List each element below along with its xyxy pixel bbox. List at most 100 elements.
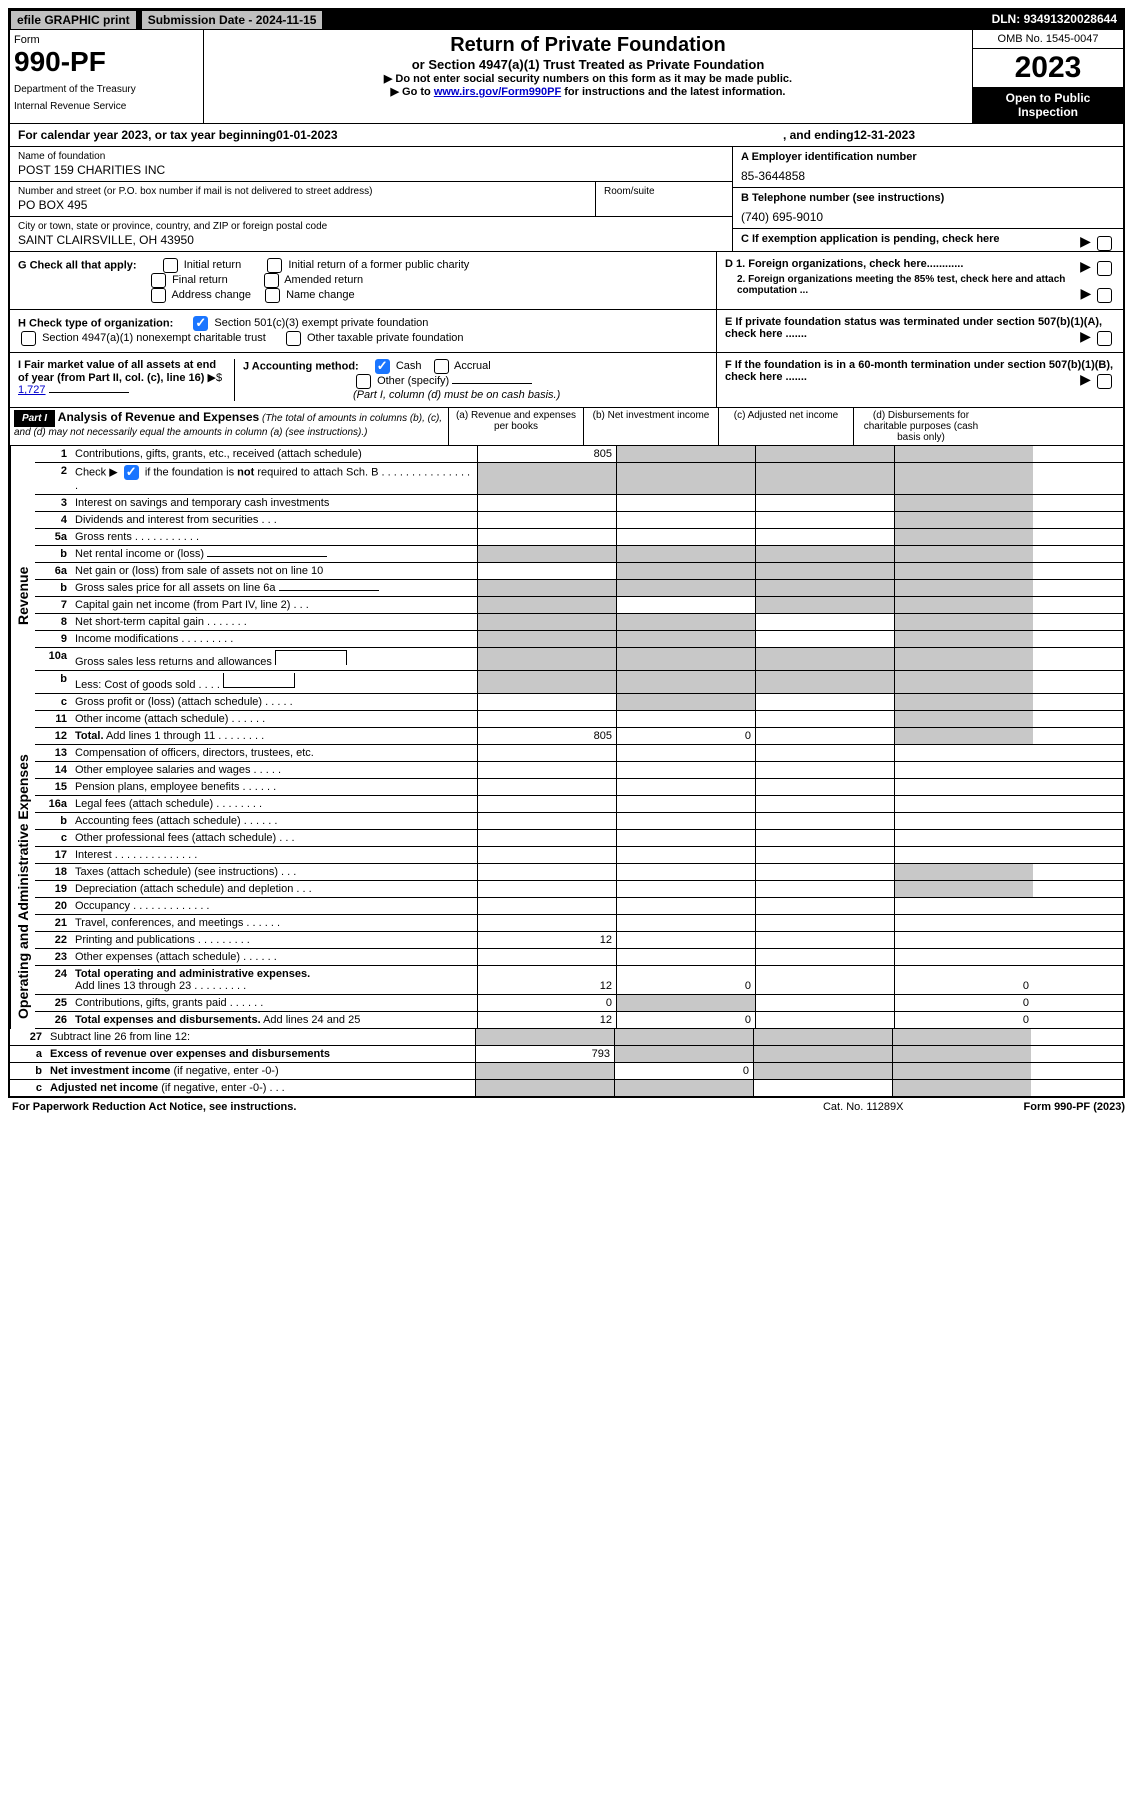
city-label: City or town, state or province, country… [18,221,724,232]
i-value[interactable]: 1,727 [18,384,46,396]
col-d-val [892,1080,1031,1096]
d-section: D 1. Foreign organizations, check here..… [716,252,1123,309]
col-c-val [755,546,894,562]
col-d-header: (d) Disbursements for charitable purpose… [853,408,988,445]
open-public-badge: Open to Public Inspection [973,87,1123,123]
address-change-checkbox[interactable] [151,288,166,303]
501c3-checkbox[interactable] [193,316,208,331]
col-c-val [755,463,894,494]
ln: b [16,1065,50,1077]
initial-return-checkbox[interactable] [163,258,178,273]
desc: Printing and publications . . . . . . . … [75,934,471,946]
col-a-val [477,512,616,528]
footer-right: Form 990-PF (2023) [1024,1101,1126,1113]
col-b-val [616,898,755,914]
cash-checkbox[interactable] [375,359,390,374]
col-c-val [755,1012,894,1028]
accrual-checkbox[interactable] [434,359,449,374]
col-b-val [616,512,755,528]
col-a-val: 12 [477,966,616,994]
cal-year-begin: 01-01-2023 [276,128,337,142]
info-right: A Employer identification number 85-3644… [732,147,1123,251]
col-c-val [753,1046,892,1062]
amended-return-label: Amended return [284,274,363,286]
final-return-checkbox[interactable] [151,273,166,288]
form-subtitle: or Section 4947(a)(1) Trust Treated as P… [208,57,968,72]
ln: 17 [41,849,75,861]
row-19: 19Depreciation (attach schedule) and dep… [35,881,1123,898]
col-c-val [755,881,894,897]
row-6b: bGross sales price for all assets on lin… [35,580,1123,597]
col-d-val [894,631,1033,647]
row-2: 2Check ▶ if the foundation is not requir… [35,463,1123,495]
name-change-checkbox[interactable] [265,288,280,303]
submission-date-label: Submission Date - [148,13,256,27]
col-a-val: 12 [477,1012,616,1028]
f-label: F If the foundation is in a 60-month ter… [725,359,1113,383]
initial-return-label: Initial return [184,259,241,271]
name-change-label: Name change [286,289,355,301]
col-d-val [894,512,1033,528]
arrow-icon: ▶ [1080,258,1091,274]
col-c-val [755,745,894,761]
ln: 16a [41,798,75,810]
row-27b: bNet investment income (if negative, ent… [10,1063,1123,1080]
col-b-val [616,830,755,846]
row-5a: 5aGross rents . . . . . . . . . . . [35,529,1123,546]
part1-title: Analysis of Revenue and Expenses [58,410,259,424]
col-d-val [894,648,1033,670]
irs-link[interactable]: www.irs.gov/Form990PF [434,86,561,98]
efile-print-button[interactable]: efile GRAPHIC print [10,10,137,30]
col-d-val: 0 [894,995,1033,1011]
col-c-val [755,847,894,863]
cash-label: Cash [396,360,422,372]
address-change-label: Address change [171,289,251,301]
ln: 5a [41,531,75,543]
col-b-val [616,711,755,727]
col-b-val [616,563,755,579]
col-d-val [894,495,1033,511]
col-a-val [475,1080,614,1096]
row-16b: bAccounting fees (attach schedule) . . .… [35,813,1123,830]
col-d-val [894,529,1033,545]
4947-checkbox[interactable] [21,331,36,346]
other-taxable-checkbox[interactable] [286,331,301,346]
accrual-label: Accrual [454,360,491,372]
col-d-val [894,915,1033,931]
h-label: H Check type of organization: [18,317,173,329]
col-b-val [616,463,755,494]
other-specify-checkbox[interactable] [356,374,371,389]
omb-number: OMB No. 1545-0047 [973,30,1123,49]
col-c-val [755,631,894,647]
f-checkbox[interactable] [1097,374,1112,389]
desc: Accounting fees (attach schedule) . . . … [75,815,471,827]
col-b-val: 0 [614,1063,753,1079]
other-specify-label: Other (specify) [377,375,449,387]
col-c-val [753,1063,892,1079]
col-d-val [894,597,1033,613]
d1-checkbox[interactable] [1097,261,1112,276]
row-7: 7Capital gain net income (from Part IV, … [35,597,1123,614]
d2-checkbox[interactable] [1097,288,1112,303]
col-c-val [755,597,894,613]
row-24: 24Total operating and administrative exp… [35,966,1123,995]
col-b-val [616,671,755,693]
amended-return-checkbox[interactable] [264,273,279,288]
i-label: I Fair market value of all assets at end… [18,359,216,384]
row-21: 21Travel, conferences, and meetings . . … [35,915,1123,932]
ln: a [16,1048,50,1060]
row-20: 20Occupancy . . . . . . . . . . . . . [35,898,1123,915]
phone-cell: B Telephone number (see instructions) (7… [733,188,1123,229]
col-a-val [477,830,616,846]
e-checkbox[interactable] [1097,331,1112,346]
sch-b-checkbox[interactable] [124,465,139,480]
col-d-val [894,694,1033,710]
col-c-val [755,932,894,948]
c-checkbox[interactable] [1097,236,1112,251]
note2-pre: ▶ Go to [391,86,434,98]
col-d-val [894,796,1033,812]
initial-former-checkbox[interactable] [267,258,282,273]
desc: Dividends and interest from securities .… [75,514,471,526]
desc: Other professional fees (attach schedule… [75,832,471,844]
row-12: 12Total. Add lines 1 through 11 . . . . … [35,728,1123,745]
